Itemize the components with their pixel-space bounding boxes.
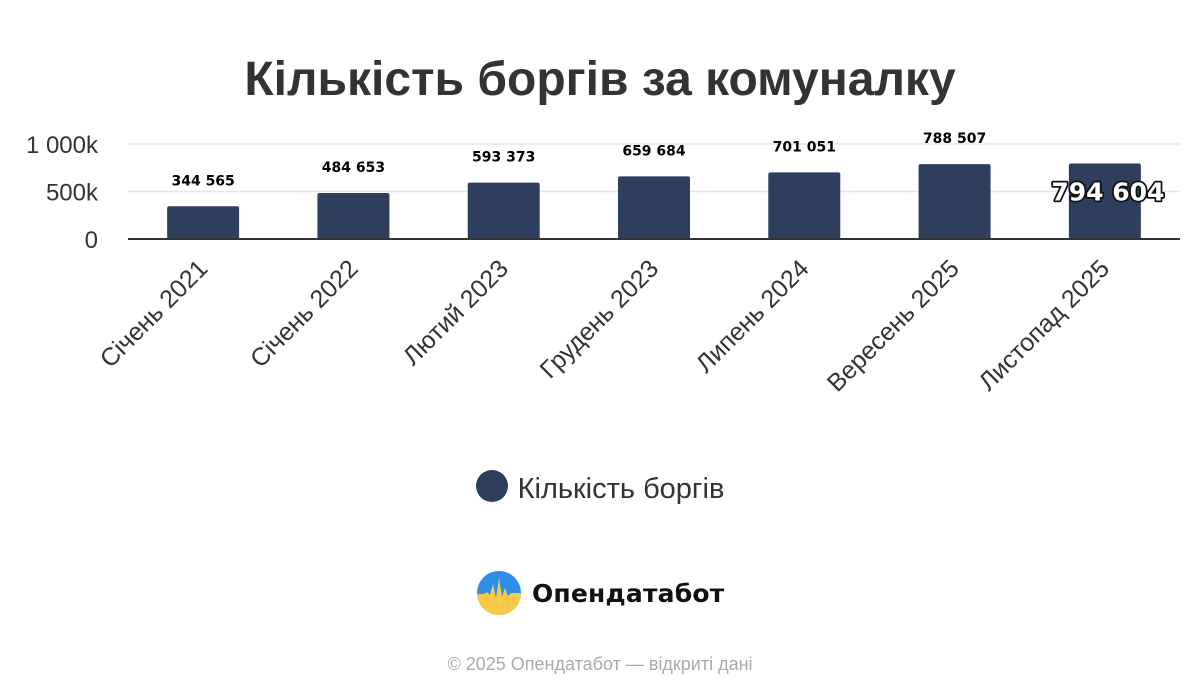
- brand: Опендатабот: [0, 570, 1200, 616]
- x-tick-label: Лютий 2023: [398, 254, 514, 370]
- x-tick-label: Листопад 2025: [973, 254, 1115, 396]
- data-label: 344 565: [171, 173, 234, 189]
- y-tick-label: 1 000k: [26, 132, 99, 159]
- bar: [317, 192, 390, 239]
- data-label: 788 507: [923, 131, 986, 147]
- x-tick-label: Січень 2021: [95, 254, 214, 373]
- opendatabot-logo-icon: [476, 571, 521, 615]
- bar: [618, 176, 690, 239]
- bar-chart: 0 500k 1 000k 344 565 484 653 593 373 659 684 7…: [26, 131, 1180, 397]
- legend-label: Кількість боргів: [517, 472, 725, 505]
- legend-marker: [475, 470, 508, 503]
- chart-title: Кількість боргів за комуналку: [244, 53, 956, 106]
- data-label: 659 684: [622, 143, 686, 159]
- x-tick-label: Січень 2022: [245, 254, 364, 373]
- data-label: 484 653: [322, 160, 385, 176]
- footer-copyright: © 2025 Опендатабот — відкриті дані: [447, 654, 753, 674]
- x-tick-label: Грудень 2023: [535, 254, 665, 384]
- y-tick-label: 500k: [46, 180, 99, 207]
- bar: [167, 206, 240, 239]
- x-tick-label: Липень 2024: [691, 254, 815, 378]
- bar: [467, 182, 540, 239]
- legend[interactable]: Кількість боргів: [0, 470, 1200, 506]
- data-label: 794 604: [1051, 178, 1164, 207]
- bar: [768, 172, 841, 239]
- bar: [1068, 163, 1141, 239]
- bar: [918, 164, 991, 239]
- data-label: 593 373: [472, 150, 535, 166]
- data-label: 701 051: [773, 139, 836, 155]
- y-tick-label: 0: [85, 227, 98, 254]
- x-tick-label: Вересень 2025: [822, 254, 965, 397]
- brand-name: Опендатабот: [531, 578, 725, 608]
